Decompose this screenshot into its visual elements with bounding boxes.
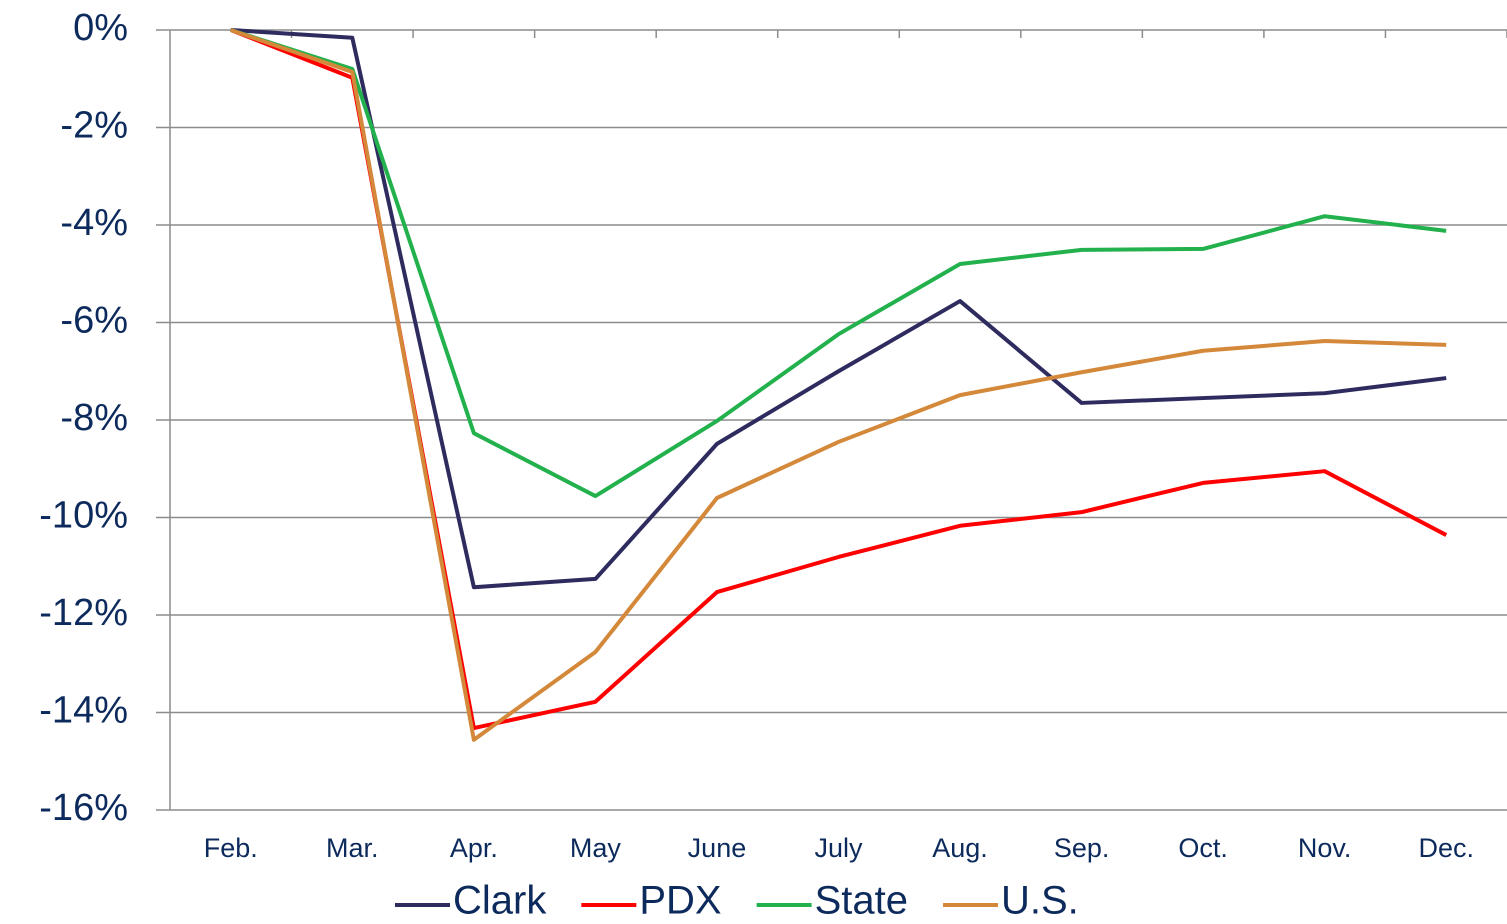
series-line: [230, 28, 1448, 731]
x-tick-label: Mar.: [326, 833, 379, 863]
y-tick-label: -8%: [60, 397, 128, 439]
legend-label: PDX: [639, 879, 721, 923]
x-tick-label: Sep.: [1054, 833, 1110, 863]
x-tick-label: Nov.: [1298, 833, 1352, 863]
y-tick-label: -12%: [39, 592, 128, 634]
x-tick-label: July: [814, 833, 863, 863]
y-tick-label: -14%: [39, 690, 128, 732]
legend-label: U.S.: [1001, 879, 1079, 923]
y-tick-label: -4%: [60, 202, 128, 244]
x-tick-label: Aug.: [932, 833, 988, 863]
series-line: [230, 28, 1447, 742]
x-tick-label: May: [570, 833, 622, 863]
legend-label: Clark: [453, 879, 547, 923]
x-tick-label: June: [688, 833, 747, 863]
series-line: [230, 28, 1447, 590]
x-tick-label: Oct.: [1178, 833, 1228, 863]
series-line: [230, 28, 1447, 499]
y-tick-label: 0%: [73, 7, 128, 49]
y-tick-label: -16%: [39, 787, 128, 829]
x-tick-label: Dec.: [1418, 833, 1474, 863]
legend-label: State: [815, 879, 908, 923]
y-tick-label: -10%: [39, 495, 128, 537]
y-tick-label: -6%: [60, 300, 128, 342]
x-tick-label: Apr.: [450, 833, 498, 863]
y-tick-label: -2%: [60, 105, 128, 147]
x-tick-label: Feb.: [204, 833, 258, 863]
